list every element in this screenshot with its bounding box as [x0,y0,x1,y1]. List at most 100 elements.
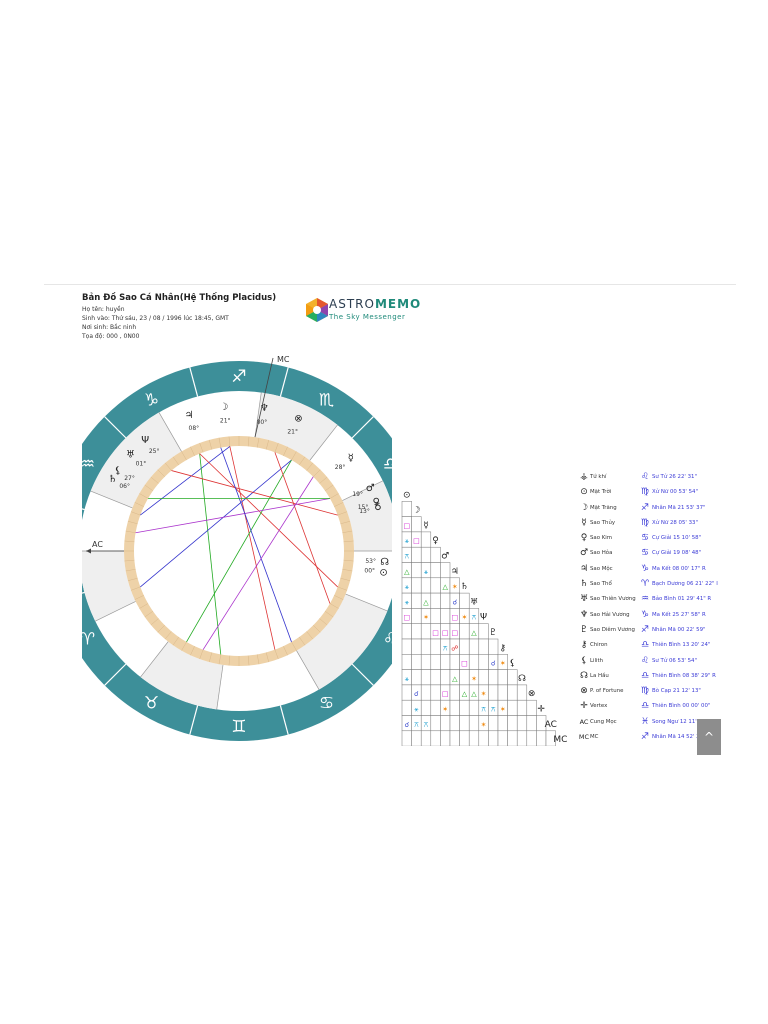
aspect-cell [411,608,422,624]
aspect-cell [459,623,470,640]
planet-position-row: ♄ Sao Thổ ♈ Bạch Dương 06 21' 22" I [578,577,738,592]
planet-glyph: ⊙ [379,567,387,578]
aspect-symbol: ✶ [471,675,477,683]
aspect-symbol: ⚻ [404,553,409,561]
planet-position-row: ☊ La Hầu ♎ Thiên Bình 08 38' 29" R [578,669,738,684]
planet-name: Sao Thổ [590,581,612,588]
planet-position-value: Xử Nữ 28 05' 33" [652,519,698,526]
planet-symbol-icon: ♅ [579,594,589,605]
aspect-symbol: ⚹ [405,598,410,606]
aspect-cell [536,730,547,746]
grid-planet-glyph: ♃ [451,567,459,577]
aspect-cell [411,669,422,686]
aspect-cell [440,715,451,732]
planet-position-row: ♂ Sao Hỏa ♋ Cự Giải 19 08' 48" [578,546,738,561]
planet-position-row: ♃ Sao Mộc ♑ Ma Kết 08 00' 17" R [578,562,738,577]
planet-glyph: Ψ [141,435,149,446]
aspect-cell [459,638,470,655]
zodiac-sign-glyph: ♈ [82,630,95,650]
aspect-cell [420,669,432,686]
aspect-cell [430,669,441,686]
astromemo-logo[interactable]: ASTROMEMO The Sky Messenger [303,296,423,330]
aspect-cell [430,592,441,609]
aspect-symbol: ☌ [491,660,496,668]
aspect-cell [420,531,432,548]
planet-position-value: Cự Giải 15 10' 58" [652,535,702,542]
aspect-cell [488,730,499,746]
aspect-cell [430,562,441,579]
aspect-cell [440,669,451,686]
aspect-cell [478,669,489,686]
planet-degree: 08° [189,425,200,432]
planet-symbol-icon: ☿ [581,517,587,528]
planet-symbol-icon: ♄ [579,579,589,590]
aspect-cell [401,730,412,746]
aspect-cell [420,699,432,716]
sign-glyph-icon: ♈ [640,579,650,590]
planet-position-row: ♇ Sao Diêm Vương ♐ Nhân Mã 00 22' 59" [578,623,738,638]
aspect-symbol: ✶ [481,721,487,729]
aspect-cell [478,623,489,640]
grid-planet-glyph: ♅ [470,597,478,607]
planet-symbol-icon: ⚸ [580,655,588,666]
header-line-place: Nơi sinh: Bắc ninh [82,324,137,331]
aspect-symbol: ☌ [414,690,419,698]
grid-planet-glyph: ♇ [489,628,497,638]
planet-position-row: ☿ Sao Thủy ♍ Xử Nữ 28 05' 33" [578,516,738,531]
aspect-symbol: □ [403,614,410,622]
scroll-top-button[interactable]: ^ [697,719,721,755]
aspect-cell [411,516,422,533]
aspect-cell [401,501,412,517]
aspect-cell [430,715,441,732]
aspect-cell [545,730,556,746]
aspect-cell [401,623,412,640]
aspect-cell [430,638,441,655]
planet-position-value: Thiên Bình 00 00' 00" [652,703,711,710]
aspect-line [186,459,292,643]
planet-name: P. of Fortune [590,688,624,695]
planet-symbol-icon: AC [579,717,589,726]
house-shade [90,412,182,508]
aspect-cell [507,715,518,732]
planet-symbol-icon: ✛ [580,701,588,712]
grid-planet-glyph: Ψ [480,613,487,623]
aspect-symbol: ⚻ [491,706,496,714]
planet-position-value: Nhân Mã 00 22' 59" [652,626,706,633]
house-shade [255,392,338,461]
aspect-cell [430,684,441,701]
zodiac-sign-glyph: ♐ [231,367,246,387]
planet-glyph: ♁ [374,501,381,513]
aspect-cell [478,654,489,670]
planet-degree: 21° [287,428,298,435]
aspect-cell [449,715,460,732]
planet-glyph: ♄ [108,474,117,485]
planet-position-value: Thiên Bình 08 38' 29" R [652,672,716,679]
aspect-symbol: ✶ [423,614,429,622]
planet-name: Sao Kim [590,535,613,542]
aspect-cell [516,730,528,746]
sign-glyph-icon: ♍ [640,487,650,498]
planet-name: MC [590,734,599,741]
sign-glyph-icon: ♎ [640,640,650,651]
planet-name: Tứ khí [590,474,607,480]
header-line-name: Họ tên: huyền [82,306,125,313]
planet-name: Sao Hải Vương [590,611,630,618]
aspect-symbol: ✶ [500,660,506,668]
aspect-cell [411,577,422,594]
planet-glyph: ♀ [373,497,380,508]
planet-name: Mặt Trăng [590,504,617,511]
aspect-symbol: △ [404,568,410,576]
grid-planet-glyph: ⊗ [528,689,536,699]
planet-position-value: Xử Nữ 00 53' 54" [652,489,698,496]
sign-glyph-icon: ♎ [640,670,650,681]
header-line-birth: Sinh vào: Thứ sáu, 23 / 08 / 1996 lúc 18… [82,315,229,322]
zodiac-sign-glyph: ♊ [231,717,246,737]
planet-position-row: ♅ Sao Thiên Vương ♒ Bảo Bình 01 29' 41" R [578,592,738,607]
planet-position-row: ♀ Sao Kim ♋ Cự Giải 15 10' 58" [578,531,738,546]
aspect-cell [430,730,441,746]
planet-glyph: ♃ [185,410,194,421]
aspect-cell [526,715,537,732]
aspect-line [199,453,338,588]
planet-degree: 53° [365,558,376,565]
planet-symbol-icon: ⚷ [580,640,588,651]
